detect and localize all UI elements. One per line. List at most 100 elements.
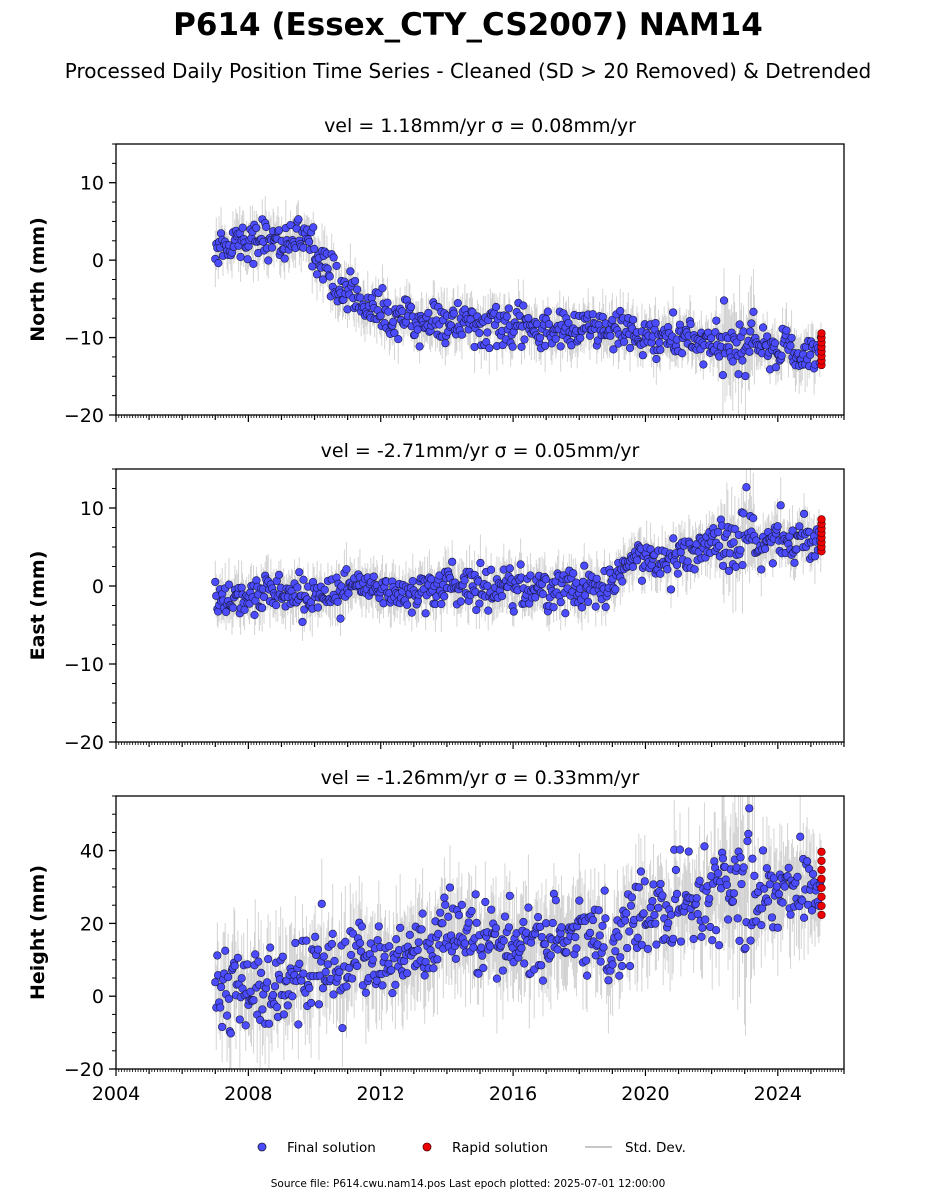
x-tick-label: 2020 (621, 1083, 669, 1105)
final-point (224, 994, 233, 1003)
final-point (484, 606, 493, 615)
final-point (633, 933, 642, 942)
final-point (517, 342, 526, 351)
final-point (457, 900, 466, 909)
final-point (291, 938, 300, 948)
final-point (562, 948, 571, 957)
final-point (323, 960, 332, 969)
final-point (741, 371, 750, 381)
final-point (476, 558, 485, 568)
final-point (246, 987, 255, 996)
final-point (625, 343, 635, 353)
final-point (321, 967, 330, 977)
final-point (594, 906, 603, 915)
final-point (606, 331, 615, 340)
final-point (746, 936, 755, 945)
final-point (728, 897, 738, 906)
final-point (732, 338, 741, 347)
final-point (369, 572, 378, 581)
final-point (686, 320, 695, 329)
final-point (376, 311, 385, 320)
final-point (584, 597, 593, 607)
final-point (746, 327, 755, 336)
final-point (551, 896, 560, 905)
final-point (676, 937, 686, 946)
final-point (318, 984, 328, 993)
final-point (585, 928, 595, 937)
final-point (796, 832, 805, 841)
final-point (739, 327, 748, 336)
final-point (505, 564, 514, 573)
final-point (736, 853, 745, 862)
final-point (777, 351, 786, 360)
final-points-east (211, 483, 825, 627)
final-point (441, 900, 450, 909)
final-point (472, 918, 481, 927)
final-point (763, 332, 772, 341)
final-point (460, 576, 469, 585)
final-point (297, 976, 306, 985)
figure-title: P614 (Essex_CTY_CS2007) NAM14 (173, 7, 763, 43)
final-point (575, 896, 584, 905)
final-point (299, 575, 308, 584)
final-point (317, 899, 326, 908)
final-point (372, 976, 381, 985)
final-point (708, 936, 717, 945)
final-point (684, 847, 693, 856)
final-point (639, 909, 648, 918)
final-point (329, 990, 338, 999)
final-point (705, 894, 714, 903)
final-point (733, 914, 742, 923)
final-point (384, 307, 393, 316)
final-point (464, 918, 473, 927)
final-point (750, 871, 759, 880)
final-point (325, 272, 334, 281)
x-tick-label: 2012 (357, 1083, 405, 1105)
final-point (712, 316, 721, 325)
final-point (407, 608, 416, 617)
final-point (214, 259, 223, 268)
final-point (440, 893, 449, 902)
final-point (672, 889, 682, 898)
final-point (658, 891, 667, 900)
final-point (588, 310, 597, 319)
final-point (341, 937, 350, 946)
final-point (267, 243, 277, 252)
final-point (418, 909, 427, 918)
final-point (729, 538, 738, 547)
final-point (456, 597, 465, 606)
final-point (621, 916, 630, 925)
footer-source: Source file: P614.cwu.nam14.pos Last epo… (271, 1178, 666, 1190)
final-point (263, 978, 272, 987)
final-point (725, 549, 735, 558)
final-point (664, 918, 673, 928)
final-point (319, 952, 328, 961)
data-layer-height (211, 796, 826, 1069)
final-point (735, 320, 744, 329)
final-point (744, 829, 753, 838)
final-point (483, 328, 492, 337)
final-point (707, 872, 716, 881)
final-point (627, 893, 636, 902)
final-point (390, 328, 399, 338)
final-point (714, 941, 724, 950)
final-point (577, 603, 587, 612)
final-point (441, 339, 450, 348)
final-point (807, 906, 817, 915)
final-point (723, 915, 733, 924)
final-point (368, 955, 377, 964)
rapid-point (817, 892, 826, 901)
final-point (251, 950, 260, 959)
legend: Final solution Rapid solution Std. Dev. (257, 1140, 686, 1156)
final-point (314, 1000, 324, 1009)
final-point (669, 308, 678, 317)
final-point (770, 339, 779, 348)
final-point (735, 936, 744, 945)
final-point (650, 910, 659, 920)
final-point (656, 879, 665, 889)
final-point (582, 956, 591, 965)
final-point (773, 923, 782, 932)
final-point (237, 583, 246, 592)
final-point (471, 890, 480, 899)
rapid-point (817, 847, 826, 856)
